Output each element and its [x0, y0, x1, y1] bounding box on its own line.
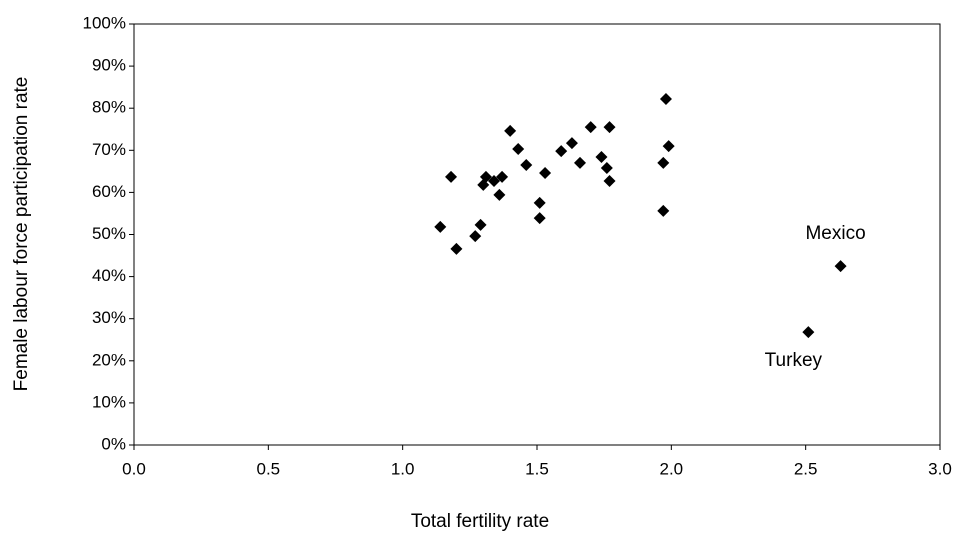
y-tick-label: 100%: [83, 13, 126, 32]
point: [539, 167, 552, 180]
y-tick-label: 10%: [92, 392, 126, 411]
point: [474, 218, 487, 231]
point: [445, 170, 458, 183]
point: [802, 326, 815, 339]
point: [504, 124, 517, 137]
y-tick-label: 50%: [92, 224, 126, 243]
point: [603, 121, 616, 134]
y-tick-label: 70%: [92, 140, 126, 159]
point: [488, 175, 501, 188]
x-tick-label: 3.0: [928, 459, 952, 478]
point-label: Mexico: [805, 223, 865, 244]
point: [450, 242, 463, 255]
point: [434, 220, 447, 233]
y-tick-label: 60%: [92, 182, 126, 201]
point: [834, 260, 847, 273]
y-tick-label: 40%: [92, 266, 126, 285]
point: [469, 230, 482, 243]
point-label: Turkey: [765, 350, 823, 371]
x-tick-label: 1.0: [391, 459, 415, 478]
x-tick-label: 0.0: [122, 459, 146, 478]
point: [603, 175, 616, 188]
point: [555, 145, 568, 158]
point: [657, 204, 670, 217]
point: [600, 161, 613, 174]
point: [477, 178, 490, 191]
point: [659, 92, 672, 105]
x-tick-label: 1.5: [525, 459, 549, 478]
y-tick-label: 0%: [101, 434, 126, 453]
point: [493, 188, 506, 201]
point: [595, 151, 608, 164]
point: [520, 159, 533, 172]
y-tick-label: 90%: [92, 56, 126, 75]
x-tick-label: 2.0: [660, 459, 684, 478]
point: [662, 140, 675, 153]
y-axis-label: Female labour force participation rate: [11, 77, 32, 392]
x-tick-label: 2.5: [794, 459, 818, 478]
point: [584, 121, 597, 134]
point: [512, 143, 525, 156]
point: [533, 196, 546, 209]
x-axis-label: Total fertility rate: [411, 511, 549, 532]
y-tick-label: 80%: [92, 98, 126, 117]
y-tick-label: 30%: [92, 308, 126, 327]
point: [496, 170, 509, 183]
point: [565, 137, 578, 150]
x-tick-label: 0.5: [257, 459, 281, 478]
y-tick-label: 20%: [92, 350, 126, 369]
point: [657, 156, 670, 169]
point: [573, 156, 586, 169]
point: [533, 212, 546, 225]
